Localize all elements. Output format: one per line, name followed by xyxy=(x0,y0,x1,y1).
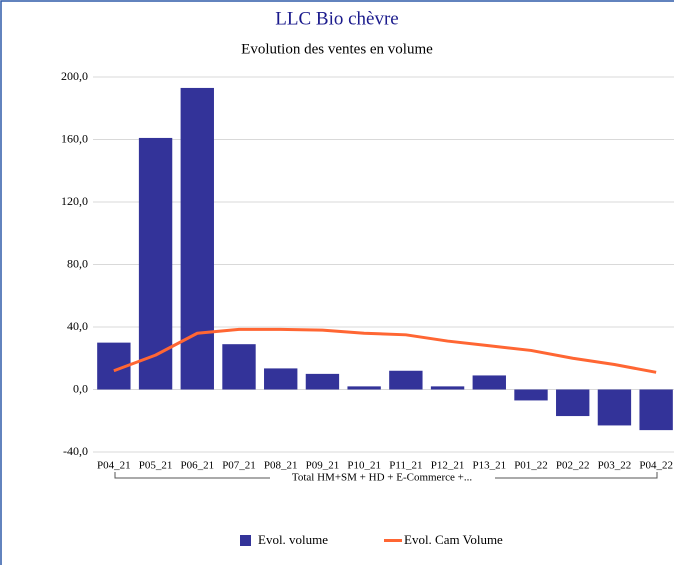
bar xyxy=(639,389,673,431)
legend-label: Evol. Cam Volume xyxy=(404,532,503,547)
legend-swatch xyxy=(240,535,251,546)
x-tick-label: P07_21 xyxy=(222,460,256,472)
group-label-bg xyxy=(270,470,495,484)
bar xyxy=(180,87,214,390)
y-tick-label: -40,0 xyxy=(63,444,88,458)
bar xyxy=(430,386,465,390)
y-tick-label: 120,0 xyxy=(61,194,88,208)
x-tick-label: P10_21 xyxy=(347,460,381,472)
bar xyxy=(514,389,548,401)
x-tick-label: P13_21 xyxy=(472,460,506,472)
x-tick-label: P04_21 xyxy=(97,460,131,472)
chart-title: LLC Bio chèvre xyxy=(275,8,398,29)
bar xyxy=(305,373,340,390)
chart-subtitle: Evolution des ventes en volume xyxy=(241,41,433,57)
legend-label: Evol. volume xyxy=(258,532,328,547)
x-tick-label: P04_22 xyxy=(639,460,673,472)
x-tick-label: P09_21 xyxy=(306,460,340,472)
bar xyxy=(138,137,173,390)
bar xyxy=(222,344,256,390)
x-tick-label: P08_21 xyxy=(264,460,298,472)
x-tick-label: P12_21 xyxy=(431,460,465,472)
group-label: Total HM+SM + HD + E-Commerce +... xyxy=(292,472,472,484)
x-tick-label: P01_22 xyxy=(514,460,548,472)
y-tick-label: 200,0 xyxy=(61,69,88,83)
bar xyxy=(264,368,298,390)
x-tick-label: P11_21 xyxy=(389,460,422,472)
bar xyxy=(347,386,381,390)
y-tick-label: 40,0 xyxy=(67,319,88,333)
line xyxy=(113,327,657,374)
bar xyxy=(389,370,423,390)
y-tick-label: 80,0 xyxy=(67,256,88,270)
x-tick-label: P06_21 xyxy=(180,460,214,472)
bar xyxy=(472,375,506,390)
y-tick-label: 0,0 xyxy=(73,381,88,395)
bar xyxy=(597,389,632,426)
x-tick-label: P02_22 xyxy=(556,460,590,472)
x-tick-label: P03_22 xyxy=(598,460,632,472)
bar xyxy=(556,389,590,417)
y-tick-label: 160,0 xyxy=(61,131,88,145)
x-tick-label: P05_21 xyxy=(139,460,173,472)
